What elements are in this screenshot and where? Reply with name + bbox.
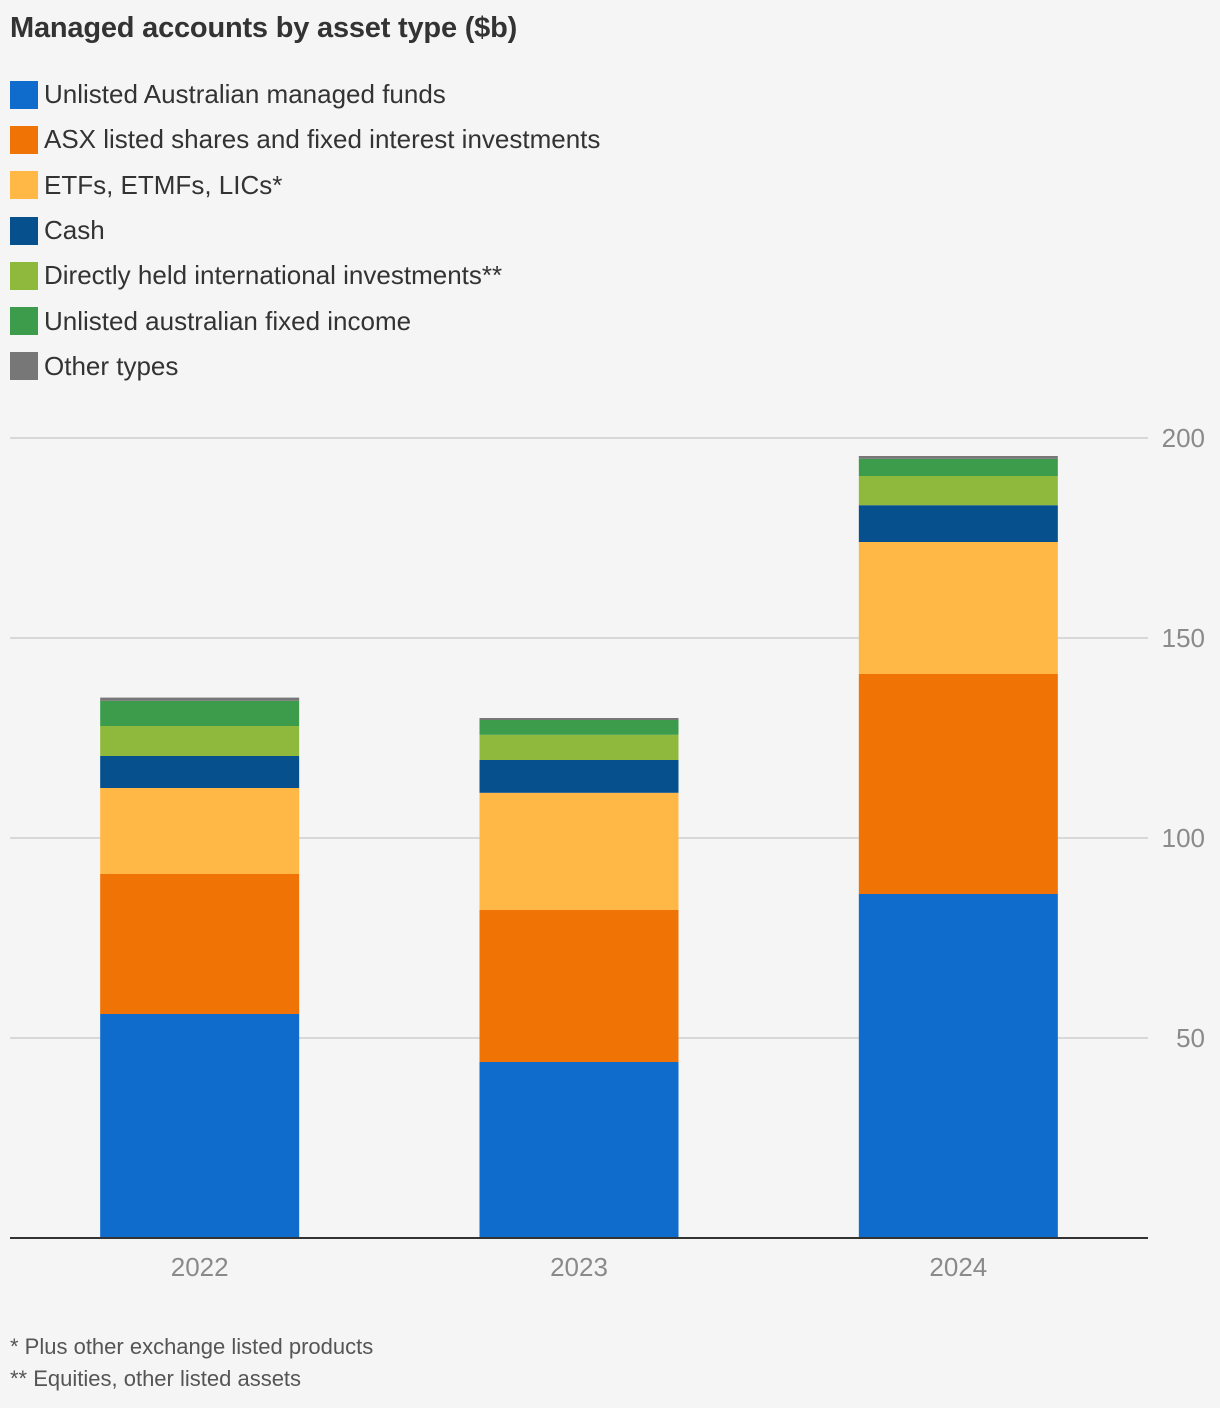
legend-label: Unlisted Australian managed funds <box>44 79 446 110</box>
legend-label: Cash <box>44 215 105 246</box>
legend-label: Unlisted australian fixed income <box>44 305 412 336</box>
bar-segment <box>479 720 679 735</box>
legend-swatch <box>10 352 38 381</box>
legend-item: Other types <box>10 344 600 389</box>
legend-label: ASX listed shares and fixed interest inv… <box>44 124 601 155</box>
legend-item: ETFs, ETMFs, LICs* <box>10 163 600 208</box>
bar-segment <box>479 734 679 760</box>
legend-swatch <box>10 216 38 245</box>
bar-segment <box>858 476 1058 506</box>
x-tick-label: 2022 <box>171 1252 229 1282</box>
x-tick-label: 2024 <box>929 1252 987 1282</box>
bar-segment <box>858 894 1058 1238</box>
legend-swatch <box>10 171 38 200</box>
legend-swatch <box>10 125 38 154</box>
chart-title: Managed accounts by asset type ($b) <box>10 12 518 44</box>
legend-label: Other types <box>44 350 179 381</box>
bar-segment <box>100 700 300 726</box>
legend-item: Unlisted Australian managed funds <box>10 72 600 117</box>
bar-segment <box>858 505 1058 542</box>
legend-label: ETFs, ETMFs, LICs* <box>44 169 283 200</box>
legend-swatch <box>10 80 38 109</box>
legend-item: ASX listed shares and fixed interest inv… <box>10 117 600 162</box>
legend-item: Directly held international investments*… <box>10 253 600 298</box>
legend: Unlisted Australian managed funds ASX li… <box>10 72 600 389</box>
footnote: ** Equities, other listed assets <box>10 1366 302 1391</box>
bar-segment <box>479 718 679 720</box>
bar-segment <box>100 788 300 874</box>
y-tick-label: 50 <box>1176 1023 1205 1053</box>
bar-segment <box>100 756 300 788</box>
footnote: * Plus other exchange listed products <box>10 1334 374 1359</box>
bar-segment <box>858 674 1058 894</box>
bar-segment <box>100 726 300 756</box>
bar-segment <box>479 760 679 793</box>
bar-segment <box>858 456 1058 459</box>
bar-segment <box>479 910 679 1062</box>
bar-segment <box>479 792 679 910</box>
y-tick-label: 200 <box>1162 423 1205 453</box>
stacked-bar-chart: 50 100 150 200 2022 2023 2024 <box>10 423 1205 1282</box>
bar-segment <box>858 458 1058 476</box>
x-tick-label: 2023 <box>550 1252 608 1282</box>
bar-segment <box>100 697 300 701</box>
y-tick-label: 150 <box>1162 623 1205 653</box>
legend-item: Unlisted australian fixed income <box>10 298 600 343</box>
bar-segment <box>100 874 300 1014</box>
legend-swatch <box>10 261 38 290</box>
legend-swatch <box>10 307 38 336</box>
bar-segment <box>858 542 1058 674</box>
legend-item: Cash <box>10 208 600 253</box>
bar-segment <box>100 1014 300 1238</box>
bar-segment <box>479 1062 679 1238</box>
legend-label: Directly held international investments*… <box>44 260 503 291</box>
y-tick-label: 100 <box>1162 823 1205 853</box>
